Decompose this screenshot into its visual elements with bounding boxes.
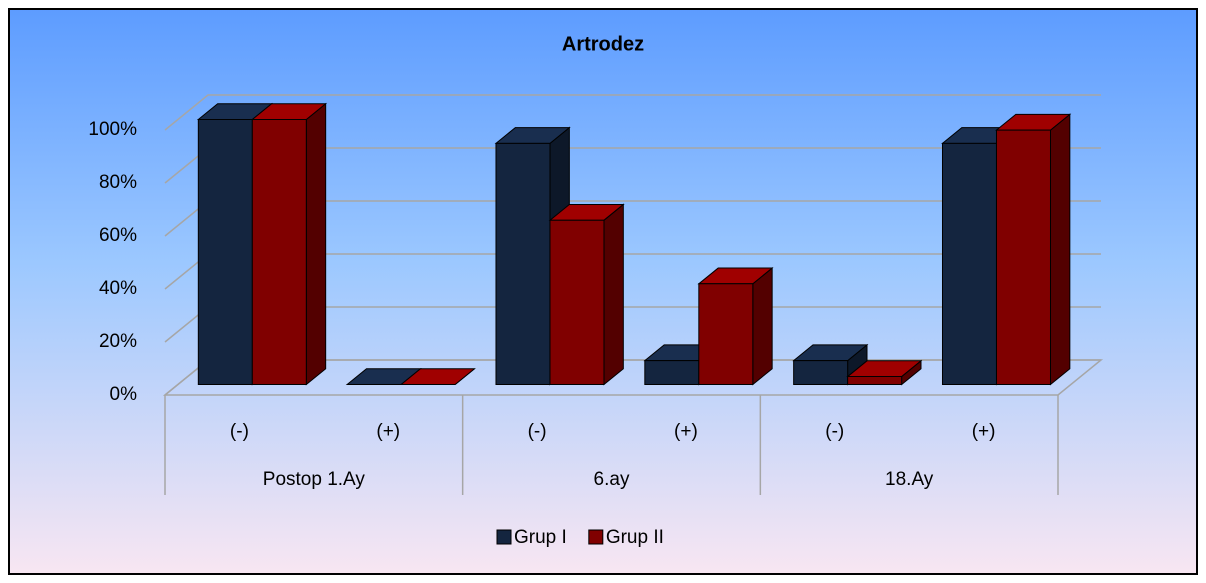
- y-tick-label: 60%: [99, 225, 137, 246]
- y-tick-label: 0%: [110, 384, 138, 405]
- legend-swatch: [588, 529, 604, 545]
- bar: [847, 376, 903, 385]
- bar: [793, 360, 849, 385]
- bar-side: [603, 203, 624, 386]
- bar: [941, 142, 997, 385]
- x-tick-label: (+): [972, 421, 996, 442]
- x-tick-label: (-): [230, 421, 249, 442]
- group-label: Postop 1.Ay: [263, 469, 366, 490]
- legend-label: Grup I: [514, 527, 567, 548]
- bar-side: [305, 102, 327, 386]
- x-tick-label: (-): [528, 421, 547, 442]
- chart-title: Artrodez: [562, 33, 644, 55]
- grid-line: [164, 94, 1101, 131]
- bar: [251, 119, 307, 385]
- y-tick-label: 40%: [99, 278, 137, 299]
- y-tick-label: 100%: [88, 119, 137, 140]
- bar: [698, 283, 754, 385]
- bar: [644, 360, 700, 385]
- bar: [549, 219, 605, 385]
- bar-side: [752, 266, 773, 386]
- x-tick-label: (+): [376, 421, 400, 442]
- y-tick-label: 20%: [99, 331, 137, 352]
- bar: [995, 129, 1051, 385]
- bar-side: [1049, 113, 1071, 386]
- group-label: 18.Ay: [885, 469, 934, 490]
- bar: [495, 142, 551, 385]
- x-tick-label: (-): [825, 421, 844, 442]
- x-tick-label: (+): [674, 421, 698, 442]
- legend-swatch: [496, 529, 512, 545]
- group-label: 6.ay: [594, 469, 630, 490]
- legend-label: Grup II: [606, 527, 664, 548]
- plot: 0% 20% 40% 60% 80% 100% (-) (+) (-) (+) (-) (+) Post…: [88, 94, 1104, 548]
- y-tick-label: 80%: [99, 172, 137, 193]
- bar: [197, 119, 253, 385]
